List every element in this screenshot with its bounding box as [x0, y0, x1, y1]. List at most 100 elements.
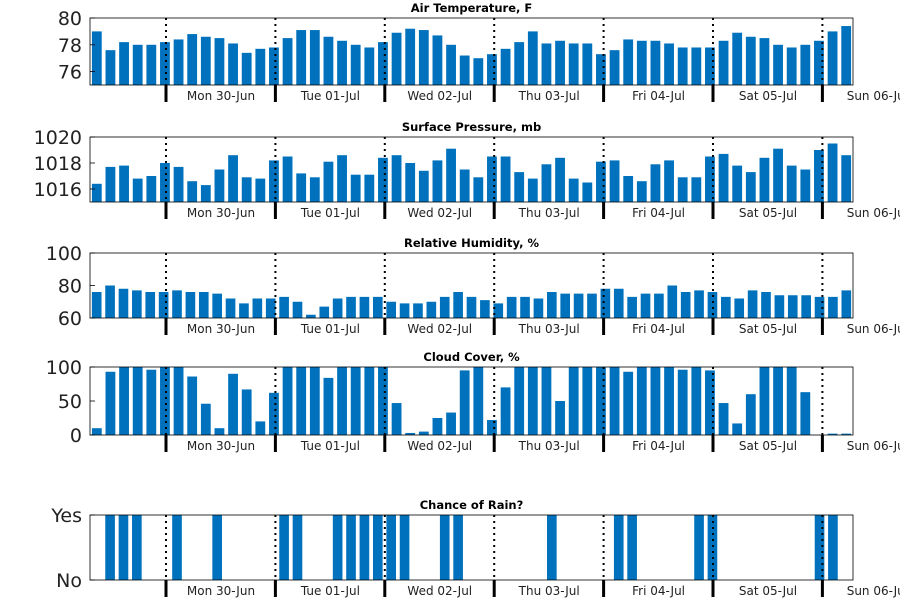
x-tick-label: Fri 04-Jul: [632, 89, 685, 103]
bar: [432, 418, 443, 435]
y-tick-label: 76: [58, 62, 82, 84]
bar: [732, 32, 743, 85]
bar: [269, 47, 279, 85]
bar: [786, 47, 797, 85]
plot-frame: [89, 17, 854, 86]
y-tick-label: 60: [58, 308, 82, 330]
bar: [747, 290, 758, 319]
bar: [827, 143, 838, 202]
bar: [694, 290, 704, 319]
bar: [506, 296, 517, 319]
bar: [533, 298, 544, 318]
bar: [718, 403, 729, 435]
bar: [514, 42, 525, 85]
bar: [378, 42, 388, 85]
bar: [337, 40, 347, 85]
bar: [378, 367, 388, 435]
bar: [694, 515, 704, 580]
bar: [734, 298, 745, 318]
bar: [547, 292, 557, 318]
bar: [800, 169, 811, 202]
bar: [691, 177, 702, 202]
x-tick-label: Wed 02-Jul: [407, 584, 472, 598]
x-tick-label: Thu 03-Jul: [518, 89, 580, 103]
bar: [582, 43, 593, 85]
bar: [105, 50, 116, 85]
x-tick-label: Thu 03-Jul: [518, 322, 580, 336]
y-tick-label: 80: [58, 8, 82, 30]
bar: [296, 367, 307, 435]
bar: [527, 31, 538, 85]
bar: [214, 169, 225, 202]
bar: [473, 58, 484, 85]
bar: [282, 38, 293, 85]
bar: [391, 155, 402, 202]
panel-4: Cloud Cover, % Mon 30-Jun Tue 01-Jul Wed 02…: [46, 350, 900, 453]
bar: [269, 160, 279, 202]
bar: [252, 298, 263, 318]
bar: [405, 163, 416, 202]
bar: [473, 177, 484, 202]
x-tick-label: Sun 06-Jul: [847, 584, 900, 598]
x-tick-label: Sat 05-Jul: [739, 89, 797, 103]
bar: [350, 367, 361, 435]
bar: [800, 44, 811, 85]
bar: [350, 174, 361, 202]
bar: [91, 31, 102, 85]
bar: [745, 394, 756, 435]
bar: [146, 369, 157, 435]
bar: [212, 515, 222, 580]
bar: [105, 285, 115, 318]
bar: [773, 148, 783, 202]
bar: [759, 38, 770, 85]
bar: [705, 370, 715, 435]
bar: [828, 296, 838, 319]
x-tick-label: Wed 02-Jul: [407, 439, 472, 453]
bar: [255, 421, 266, 435]
bar: [418, 431, 429, 435]
bar: [372, 296, 383, 319]
bar: [609, 50, 620, 85]
bar: [759, 157, 770, 202]
bar: [364, 47, 375, 85]
bar: [596, 54, 606, 85]
bar: [677, 177, 688, 202]
panel-title: Relative Humidity, %: [404, 236, 539, 250]
bar: [359, 296, 370, 319]
bar: [487, 156, 497, 202]
bar: [364, 367, 375, 435]
bar: [446, 148, 456, 202]
bar: [386, 301, 397, 318]
bar: [132, 178, 143, 202]
bar: [309, 367, 320, 435]
y-tick-label: 1016: [34, 179, 82, 201]
x-tick-label: Sun 06-Jul: [847, 206, 900, 220]
panel-5: Chance of Rain? Mon 30-Jun Tue 01-Jul Wed 0…: [50, 498, 900, 598]
bar: [228, 155, 238, 202]
x-tick-label: Thu 03-Jul: [518, 584, 580, 598]
bar: [541, 367, 552, 435]
bar: [132, 44, 143, 85]
x-tick-label: Fri 04-Jul: [632, 206, 685, 220]
bar: [160, 367, 170, 435]
bar: [241, 177, 252, 202]
bar: [787, 295, 798, 318]
bar: [160, 42, 170, 85]
bar: [623, 371, 634, 435]
bar: [241, 389, 252, 435]
bar: [721, 296, 731, 319]
panel-1: Air Temperature, F Mon 30-Jun Tue 01-Jul We…: [58, 1, 900, 103]
plot-frame: [89, 136, 854, 203]
bar: [346, 296, 356, 319]
bar: [418, 30, 429, 86]
bar: [405, 432, 416, 435]
x-tick-label: Sun 06-Jul: [847, 89, 900, 103]
bar: [582, 182, 593, 202]
x-tick-label: Sun 06-Jul: [847, 439, 900, 453]
bar: [473, 367, 484, 435]
bar: [200, 185, 211, 202]
bar: [827, 433, 838, 435]
bar: [187, 376, 198, 435]
bar: [609, 160, 620, 202]
